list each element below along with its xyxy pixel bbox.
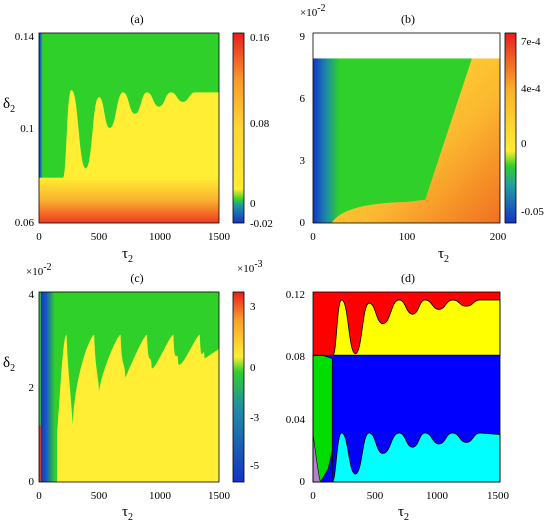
- panel-a-ytick: 0.14: [15, 31, 35, 43]
- panel-c-frame: [38, 291, 220, 483]
- panel-c-xtick: 1000: [149, 490, 172, 502]
- panel-d: (d) 0.12 0.08 0.04 0 0 500 1000 1500 τ2: [286, 271, 510, 521]
- panel-b-ytick: 6: [300, 93, 306, 105]
- panel-b-negative-region: [313, 58, 340, 224]
- panel-c-cbar-tick: -3: [250, 412, 260, 424]
- panel-d-ytick: 0.08: [286, 351, 306, 363]
- panel-c-ytick: 2: [29, 382, 35, 394]
- panel-d-yellow-region: [332, 299, 501, 356]
- panel-c-cbar-tick: -5: [250, 460, 260, 472]
- panel-c-colorbar: [232, 291, 245, 483]
- panel-a-bottom-band: [39, 177, 219, 223]
- panel-b-positive-region: [331, 58, 500, 224]
- panel-a-xtick: 500: [91, 231, 108, 243]
- panel-d-ytick: 0.04: [286, 414, 306, 426]
- panel-b-y-multiplier: ×10-2: [300, 3, 326, 19]
- panel-a-negative-region: [39, 33, 43, 178]
- panel-a-cbar-tick: 0: [250, 198, 256, 210]
- panel-d-plot: [312, 291, 501, 483]
- panel-a-positive-lobes: [63, 90, 219, 178]
- panel-d-ytick: 0: [300, 476, 306, 488]
- panel-d-cyan-region: [331, 432, 501, 483]
- panel-d-frame: [312, 291, 501, 483]
- panel-c-plot: [38, 291, 220, 483]
- panel-a-cbar-tick: 0.08: [250, 118, 270, 130]
- panel-b-xtick: 0: [310, 231, 316, 243]
- panel-c-xlabel: τ2: [122, 504, 133, 521]
- panel-b-cbar-tick: -0.05: [521, 206, 544, 218]
- panel-a-xtick: 1500: [208, 231, 231, 243]
- panel-a-plot: [38, 32, 220, 224]
- panel-b-cbar-tick: 4e-4: [521, 83, 541, 95]
- panel-b-xtick: 100: [399, 231, 416, 243]
- panel-a-label: (a): [130, 12, 143, 26]
- panel-d-label: (d): [401, 271, 415, 285]
- panel-a-ytick: 0.1: [20, 123, 34, 135]
- panel-a-ylabel: δ2: [3, 96, 15, 115]
- panel-b-ytick: 3: [300, 155, 306, 167]
- panel-d-xlabel: τ2: [398, 504, 409, 521]
- panel-b-plot: [312, 32, 501, 224]
- panel-c-cbar-tick: 3: [250, 301, 256, 313]
- panel-b-ytick: 9: [300, 31, 306, 43]
- panel-c-ylabel: δ2: [3, 355, 15, 374]
- panel-b-xtick: 200: [490, 231, 507, 243]
- panel-a-xlabel: τ2: [122, 246, 133, 265]
- panel-c-xtick: 1500: [208, 490, 231, 502]
- panel-c-y-multiplier: ×10-2: [26, 262, 52, 278]
- panel-a-cbar-tick: 0.16: [250, 32, 270, 44]
- panel-a-ytick: 0.06: [15, 217, 35, 229]
- panel-b-cbar-tick: 7e-4: [521, 36, 541, 48]
- panel-c-ytick: 4: [29, 289, 35, 301]
- panel-b-frame: [312, 32, 501, 224]
- panel-c-xtick: 500: [91, 490, 108, 502]
- panel-b-ytick: 0: [300, 217, 306, 229]
- panel-b-xlabel: τ2: [438, 246, 449, 265]
- panel-c-positive-corner: [39, 425, 41, 482]
- panel-a-xtick: 0: [36, 231, 42, 243]
- panel-a-xtick: 1000: [149, 231, 172, 243]
- panel-d-ytick: 0.12: [286, 289, 305, 301]
- panel-a-frame: [38, 32, 220, 224]
- panel-c-xtick: 0: [36, 490, 42, 502]
- panel-c-label: (c): [130, 271, 143, 285]
- panel-d-xtick: 1000: [426, 490, 449, 502]
- panel-b-label: (b): [401, 12, 415, 26]
- panel-b: (b) 7e-4 4e-4 0 -0.05 ×10-2 9 6 3 0 0 10…: [300, 3, 545, 265]
- panel-c-cbar-tick: 0: [250, 362, 256, 374]
- panel-d-xtick: 500: [367, 490, 384, 502]
- panel-d-xtick: 0: [310, 490, 316, 502]
- panel-c: (c) ×10-3 3 0 -3 -5 ×10-2 4 2 0 0 500 10…: [3, 259, 263, 521]
- panel-c-cbar-multiplier: ×10-3: [237, 259, 263, 275]
- panel-d-xtick: 1500: [487, 490, 510, 502]
- panel-b-colorbar: [504, 32, 517, 224]
- panel-c-ytick: 0: [29, 476, 35, 488]
- panel-b-cbar-tick: 0: [521, 138, 527, 150]
- panel-c-positive-lobes: [57, 334, 219, 482]
- panel-b-empty-region: [313, 33, 500, 59]
- panel-a: (a) 0.16 0.08 0 -0.02 0.14 0.1 0.06 0 50…: [3, 12, 273, 265]
- panel-c-negative-region: [40, 292, 55, 482]
- panel-a-cbar-tick: -0.02: [250, 218, 273, 230]
- panel-a-colorbar: [232, 32, 245, 224]
